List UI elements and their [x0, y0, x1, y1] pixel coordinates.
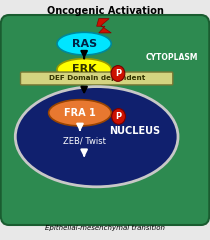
Circle shape	[111, 66, 125, 81]
Text: ZEB/ Twist: ZEB/ Twist	[63, 137, 106, 146]
Text: Oncogenic Activation: Oncogenic Activation	[47, 6, 163, 16]
Text: NUCLEUS: NUCLEUS	[109, 126, 160, 136]
Text: P: P	[115, 69, 121, 78]
FancyBboxPatch shape	[1, 15, 209, 225]
FancyBboxPatch shape	[21, 72, 173, 85]
Ellipse shape	[57, 59, 111, 80]
Ellipse shape	[15, 87, 178, 187]
Text: DEF Domain dependent: DEF Domain dependent	[49, 76, 145, 82]
Polygon shape	[97, 18, 111, 33]
Text: CYTOPLASM: CYTOPLASM	[146, 54, 198, 62]
Circle shape	[112, 108, 125, 124]
Text: FRA 1: FRA 1	[64, 108, 96, 118]
Text: RAS: RAS	[72, 39, 97, 49]
Text: ERK: ERK	[72, 64, 96, 74]
Text: Epithelial-mesenchymal transition: Epithelial-mesenchymal transition	[45, 225, 165, 231]
Ellipse shape	[57, 32, 111, 55]
Text: P: P	[116, 112, 122, 121]
Ellipse shape	[49, 100, 111, 126]
